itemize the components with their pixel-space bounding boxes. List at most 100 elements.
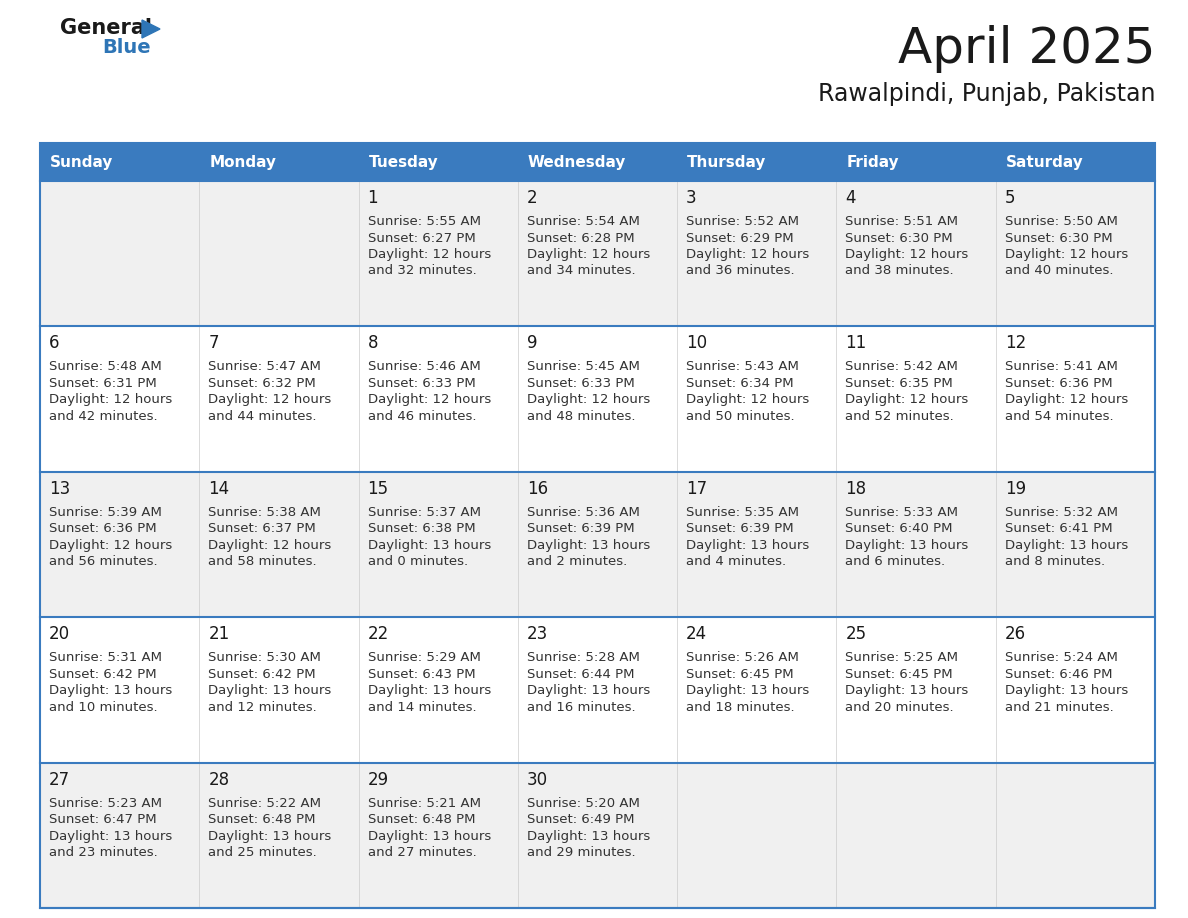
- Text: Daylight: 13 hours: Daylight: 13 hours: [846, 684, 968, 697]
- Text: Sunset: 6:33 PM: Sunset: 6:33 PM: [526, 377, 634, 390]
- Text: 25: 25: [846, 625, 866, 644]
- Text: Daylight: 12 hours: Daylight: 12 hours: [846, 248, 968, 261]
- Text: Sunset: 6:32 PM: Sunset: 6:32 PM: [208, 377, 316, 390]
- Text: Sunset: 6:31 PM: Sunset: 6:31 PM: [49, 377, 157, 390]
- Text: Daylight: 12 hours: Daylight: 12 hours: [1005, 248, 1127, 261]
- Text: Sunset: 6:42 PM: Sunset: 6:42 PM: [49, 667, 157, 681]
- Text: Sunrise: 5:24 AM: Sunrise: 5:24 AM: [1005, 651, 1118, 665]
- Text: Daylight: 13 hours: Daylight: 13 hours: [526, 684, 650, 697]
- Text: Sunset: 6:40 PM: Sunset: 6:40 PM: [846, 522, 953, 535]
- Text: 26: 26: [1005, 625, 1026, 644]
- Text: and 2 minutes.: and 2 minutes.: [526, 555, 627, 568]
- Text: Sunset: 6:37 PM: Sunset: 6:37 PM: [208, 522, 316, 535]
- Text: Sunset: 6:38 PM: Sunset: 6:38 PM: [367, 522, 475, 535]
- Text: Daylight: 12 hours: Daylight: 12 hours: [526, 394, 650, 407]
- Text: and 14 minutes.: and 14 minutes.: [367, 700, 476, 713]
- Text: Sunrise: 5:48 AM: Sunrise: 5:48 AM: [49, 361, 162, 374]
- Text: Daylight: 12 hours: Daylight: 12 hours: [208, 394, 331, 407]
- Text: and 46 minutes.: and 46 minutes.: [367, 410, 476, 423]
- Text: Daylight: 13 hours: Daylight: 13 hours: [367, 684, 491, 697]
- Text: Daylight: 13 hours: Daylight: 13 hours: [1005, 684, 1127, 697]
- Text: Sunset: 6:46 PM: Sunset: 6:46 PM: [1005, 667, 1112, 681]
- Text: and 4 minutes.: and 4 minutes.: [687, 555, 786, 568]
- Text: Sunset: 6:30 PM: Sunset: 6:30 PM: [1005, 231, 1112, 244]
- Text: and 10 minutes.: and 10 minutes.: [49, 700, 158, 713]
- Text: and 18 minutes.: and 18 minutes.: [687, 700, 795, 713]
- Text: April 2025: April 2025: [897, 25, 1155, 73]
- Text: Sunrise: 5:50 AM: Sunrise: 5:50 AM: [1005, 215, 1118, 228]
- Text: 18: 18: [846, 480, 866, 498]
- Bar: [40, 472, 1155, 617]
- Text: Sunrise: 5:33 AM: Sunrise: 5:33 AM: [846, 506, 959, 519]
- Text: Sunrise: 5:26 AM: Sunrise: 5:26 AM: [687, 651, 800, 665]
- Text: Sunrise: 5:22 AM: Sunrise: 5:22 AM: [208, 797, 321, 810]
- Text: and 8 minutes.: and 8 minutes.: [1005, 555, 1105, 568]
- Text: 28: 28: [208, 770, 229, 789]
- Text: 2: 2: [526, 189, 537, 207]
- Text: Blue: Blue: [102, 38, 151, 57]
- Text: 7: 7: [208, 334, 219, 353]
- Text: 30: 30: [526, 770, 548, 789]
- Bar: [40, 327, 1155, 472]
- Text: Daylight: 13 hours: Daylight: 13 hours: [846, 539, 968, 552]
- Text: Daylight: 13 hours: Daylight: 13 hours: [526, 830, 650, 843]
- Text: Sunset: 6:28 PM: Sunset: 6:28 PM: [526, 231, 634, 244]
- Text: Saturday: Saturday: [1006, 154, 1083, 170]
- Text: Sunset: 6:36 PM: Sunset: 6:36 PM: [49, 522, 157, 535]
- Text: Sunset: 6:36 PM: Sunset: 6:36 PM: [1005, 377, 1112, 390]
- Text: and 36 minutes.: and 36 minutes.: [687, 264, 795, 277]
- Text: General: General: [61, 18, 152, 38]
- Text: Daylight: 13 hours: Daylight: 13 hours: [367, 539, 491, 552]
- Text: Sunset: 6:41 PM: Sunset: 6:41 PM: [1005, 522, 1112, 535]
- Text: Sunrise: 5:45 AM: Sunrise: 5:45 AM: [526, 361, 639, 374]
- Text: Daylight: 13 hours: Daylight: 13 hours: [208, 830, 331, 843]
- Text: Sunrise: 5:39 AM: Sunrise: 5:39 AM: [49, 506, 162, 519]
- Text: 11: 11: [846, 334, 867, 353]
- Text: 27: 27: [49, 770, 70, 789]
- Text: Sunset: 6:35 PM: Sunset: 6:35 PM: [846, 377, 953, 390]
- Text: 19: 19: [1005, 480, 1026, 498]
- Text: Daylight: 12 hours: Daylight: 12 hours: [687, 394, 809, 407]
- Text: Daylight: 12 hours: Daylight: 12 hours: [526, 248, 650, 261]
- Text: Sunset: 6:34 PM: Sunset: 6:34 PM: [687, 377, 794, 390]
- Text: and 21 minutes.: and 21 minutes.: [1005, 700, 1113, 713]
- Text: Sunset: 6:42 PM: Sunset: 6:42 PM: [208, 667, 316, 681]
- Text: Sunset: 6:45 PM: Sunset: 6:45 PM: [846, 667, 953, 681]
- Text: 3: 3: [687, 189, 697, 207]
- Text: 10: 10: [687, 334, 707, 353]
- Text: Sunrise: 5:32 AM: Sunrise: 5:32 AM: [1005, 506, 1118, 519]
- Text: Sunrise: 5:38 AM: Sunrise: 5:38 AM: [208, 506, 321, 519]
- Text: and 44 minutes.: and 44 minutes.: [208, 410, 317, 423]
- Text: Sunrise: 5:25 AM: Sunrise: 5:25 AM: [846, 651, 959, 665]
- Bar: [40, 181, 1155, 327]
- Text: and 0 minutes.: and 0 minutes.: [367, 555, 468, 568]
- Text: 20: 20: [49, 625, 70, 644]
- Text: 4: 4: [846, 189, 855, 207]
- Text: Daylight: 12 hours: Daylight: 12 hours: [49, 394, 172, 407]
- Text: and 48 minutes.: and 48 minutes.: [526, 410, 636, 423]
- Text: 16: 16: [526, 480, 548, 498]
- Text: 22: 22: [367, 625, 388, 644]
- Text: 9: 9: [526, 334, 537, 353]
- Text: and 16 minutes.: and 16 minutes.: [526, 700, 636, 713]
- Text: Sunrise: 5:42 AM: Sunrise: 5:42 AM: [846, 361, 959, 374]
- Text: and 29 minutes.: and 29 minutes.: [526, 846, 636, 859]
- Text: Daylight: 12 hours: Daylight: 12 hours: [367, 394, 491, 407]
- Text: Daylight: 13 hours: Daylight: 13 hours: [49, 830, 172, 843]
- Text: Sunset: 6:47 PM: Sunset: 6:47 PM: [49, 813, 157, 826]
- Text: and 56 minutes.: and 56 minutes.: [49, 555, 158, 568]
- Text: 17: 17: [687, 480, 707, 498]
- Text: Sunrise: 5:30 AM: Sunrise: 5:30 AM: [208, 651, 321, 665]
- Text: Daylight: 12 hours: Daylight: 12 hours: [367, 248, 491, 261]
- Text: 13: 13: [49, 480, 70, 498]
- Text: and 40 minutes.: and 40 minutes.: [1005, 264, 1113, 277]
- Text: Sunrise: 5:36 AM: Sunrise: 5:36 AM: [526, 506, 639, 519]
- Text: and 38 minutes.: and 38 minutes.: [846, 264, 954, 277]
- Text: Sunrise: 5:28 AM: Sunrise: 5:28 AM: [526, 651, 639, 665]
- Text: Daylight: 13 hours: Daylight: 13 hours: [687, 684, 809, 697]
- Text: Rawalpindi, Punjab, Pakistan: Rawalpindi, Punjab, Pakistan: [817, 82, 1155, 106]
- Text: Sunset: 6:44 PM: Sunset: 6:44 PM: [526, 667, 634, 681]
- Text: 29: 29: [367, 770, 388, 789]
- Text: Sunrise: 5:23 AM: Sunrise: 5:23 AM: [49, 797, 162, 810]
- Text: and 6 minutes.: and 6 minutes.: [846, 555, 946, 568]
